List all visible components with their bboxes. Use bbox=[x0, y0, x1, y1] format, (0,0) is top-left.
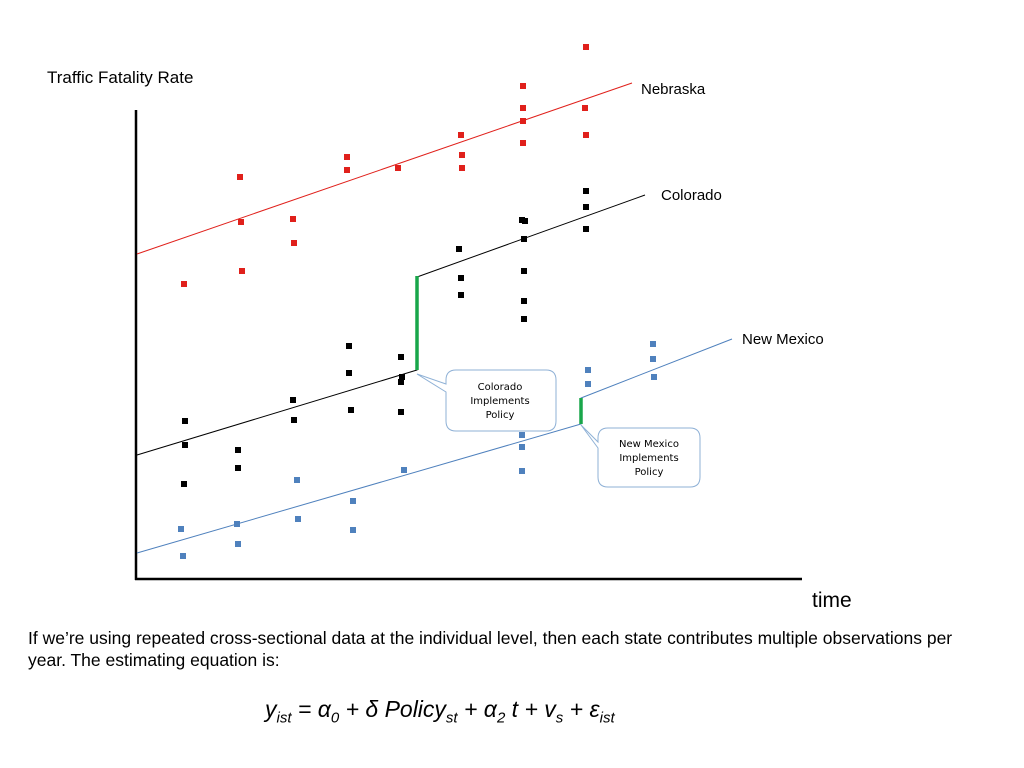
colorado-point bbox=[583, 188, 589, 194]
colorado-point bbox=[521, 268, 527, 274]
colorado-point bbox=[291, 417, 297, 423]
nebraska-point bbox=[344, 167, 350, 173]
new-mexico-callout-line-3: Policy bbox=[635, 467, 664, 478]
new-mexico-point bbox=[295, 516, 301, 522]
nebraska-point bbox=[583, 44, 589, 50]
colorado-point bbox=[398, 379, 404, 385]
new-mexico-point bbox=[585, 367, 591, 373]
colorado-callout-line-2: Implements bbox=[470, 396, 529, 407]
new-mexico-point bbox=[519, 432, 525, 438]
colorado-point bbox=[235, 447, 241, 453]
new-mexico-point bbox=[650, 341, 656, 347]
colorado-label: Colorado bbox=[661, 187, 722, 204]
new-mexico-callout-bubble bbox=[580, 424, 701, 488]
colorado-points bbox=[181, 188, 589, 487]
new-mexico-point bbox=[294, 477, 300, 483]
new-mexico-callout-line-2: Implements bbox=[619, 453, 678, 464]
estimating-equation: yist = α0 + δ Policyst + α2 t + vs + εis… bbox=[265, 696, 615, 727]
nebraska-point bbox=[344, 154, 350, 160]
colorado-point bbox=[458, 292, 464, 298]
colorado-point bbox=[182, 442, 188, 448]
colorado-point bbox=[399, 374, 405, 380]
nebraska-label: Nebraska bbox=[641, 81, 706, 98]
nebraska-point bbox=[238, 219, 244, 225]
colorado-point bbox=[182, 418, 188, 424]
caption-text: If we’re using repeated cross-sectional … bbox=[28, 628, 953, 670]
nebraska-point bbox=[458, 132, 464, 138]
nebraska-point bbox=[395, 165, 401, 171]
colorado-point bbox=[456, 246, 462, 252]
colorado-point bbox=[290, 397, 296, 403]
colorado-point bbox=[583, 204, 589, 210]
new-mexico-point bbox=[178, 526, 184, 532]
colorado-point bbox=[521, 316, 527, 322]
new-mexico-point bbox=[519, 444, 525, 450]
colorado-point bbox=[346, 370, 352, 376]
new-mexico-point bbox=[234, 521, 240, 527]
colorado-point bbox=[346, 343, 352, 349]
colorado-point bbox=[398, 354, 404, 360]
nebraska-point bbox=[520, 83, 526, 89]
colorado-callout-line-1: Colorado bbox=[478, 382, 523, 393]
y-axis-label: Traffic Fatality Rate bbox=[47, 68, 194, 87]
nebraska-point bbox=[583, 132, 589, 138]
nebraska-point bbox=[459, 152, 465, 158]
new-mexico-point bbox=[585, 381, 591, 387]
nebraska-point bbox=[459, 165, 465, 171]
colorado-point bbox=[583, 226, 589, 232]
nebraska-point bbox=[582, 105, 588, 111]
nebraska-point bbox=[237, 174, 243, 180]
colorado-point bbox=[522, 218, 528, 224]
nebraska-point bbox=[290, 216, 296, 222]
colorado-point bbox=[348, 407, 354, 413]
new-mexico-points bbox=[178, 341, 657, 559]
new-mexico-point bbox=[235, 541, 241, 547]
new-mexico-point bbox=[650, 356, 656, 362]
colorado-trend-line bbox=[136, 194, 646, 456]
colorado-point bbox=[398, 409, 404, 415]
nebraska-point bbox=[520, 118, 526, 124]
nebraska-point bbox=[291, 240, 297, 246]
colorado-point bbox=[521, 298, 527, 304]
colorado-point bbox=[235, 465, 241, 471]
nebraska-point bbox=[239, 268, 245, 274]
nebraska-point bbox=[520, 105, 526, 111]
colorado-point bbox=[458, 275, 464, 281]
new-mexico-point bbox=[519, 468, 525, 474]
colorado-callout-line-3: Policy bbox=[486, 410, 515, 421]
colorado-point bbox=[521, 236, 527, 242]
new-mexico-callout-line-1: New Mexico bbox=[619, 439, 679, 450]
new-mexico-point bbox=[180, 553, 186, 559]
x-axis-label: time bbox=[812, 589, 852, 612]
nebraska-point bbox=[181, 281, 187, 287]
new-mexico-point bbox=[651, 374, 657, 380]
new-mexico-label: New Mexico bbox=[742, 331, 824, 348]
colorado-callout-bubble bbox=[416, 369, 557, 432]
new-mexico-point bbox=[401, 467, 407, 473]
nebraska-point bbox=[520, 140, 526, 146]
nebraska-points bbox=[181, 44, 589, 287]
colorado-point bbox=[181, 481, 187, 487]
new-mexico-point bbox=[350, 527, 356, 533]
new-mexico-point bbox=[350, 498, 356, 504]
nebraska-trend-line bbox=[136, 82, 633, 255]
